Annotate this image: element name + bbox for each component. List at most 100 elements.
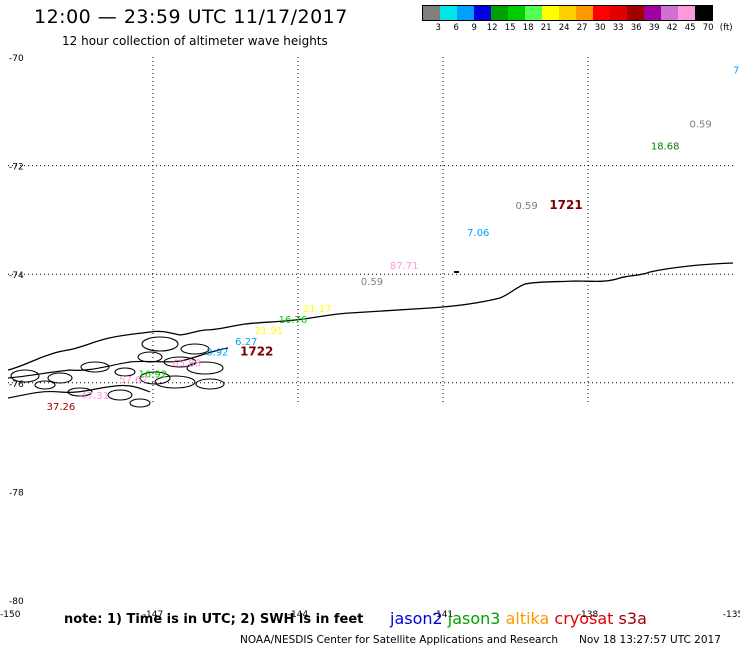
coastline-inner [7, 347, 229, 379]
legend-swatch [576, 6, 593, 20]
page-subtitle: 12 hour collection of altimeter wave hei… [62, 34, 328, 48]
wave-height-label: 21.17 [303, 304, 332, 315]
island [34, 380, 56, 390]
legend-labels: 3 6 9 12 15 18 21 24 27 30 33 36 39 42 45 70 (ft) [422, 21, 732, 33]
island [107, 389, 133, 401]
timestamp-text: Nov 18 13:27:57 UTC 2017 [579, 634, 721, 646]
legend-label: 36 [630, 23, 642, 33]
legend-swatch [661, 6, 678, 20]
wave-height-label: 37.26 [47, 402, 76, 413]
legend-label: 33 [612, 23, 624, 33]
legend-swatch [423, 6, 440, 20]
island [139, 371, 171, 385]
island [180, 343, 210, 355]
island [67, 387, 93, 397]
wave-height-label: 7.06 [467, 228, 489, 239]
latitude-label: -72 [9, 163, 24, 173]
legend-swatch [678, 6, 695, 20]
legend-label: 70 [702, 23, 714, 33]
satellite-s3a: s3a [618, 609, 647, 628]
legend-swatch [440, 6, 457, 20]
longitude-label: -147 [143, 610, 163, 620]
wave-height-label: 1722 [240, 345, 273, 359]
wave-height-label: 16.76 [279, 315, 308, 326]
legend-swatch [508, 6, 525, 20]
island [195, 378, 225, 390]
legend-label: 6 [453, 23, 459, 33]
wave-height-label: 1721 [549, 198, 582, 212]
legend-swatch [695, 6, 712, 20]
wave-height-label: 21.91 [255, 326, 284, 337]
legend-swatch [559, 6, 576, 20]
legend-label: (ft) [719, 23, 733, 33]
coastline [7, 262, 734, 371]
island [163, 356, 197, 368]
legend-swatch [593, 6, 610, 20]
island [141, 336, 179, 352]
wave-height-label: 8.92 [206, 348, 228, 359]
longitude-label: -138 [578, 610, 599, 620]
island [186, 361, 224, 375]
wave-height-label: 87.71 [390, 261, 419, 272]
longitude-label: -141 [433, 610, 453, 620]
legend-label: 15 [504, 23, 516, 33]
small-island [454, 271, 459, 273]
satellite-legend: jason2 jason3 altika cryosat s3a [390, 609, 647, 628]
legend-swatch [491, 6, 508, 20]
wave-height-label: 47.31 [81, 391, 110, 402]
legend-swatch [542, 6, 559, 20]
wave-height-label: 16.92 [139, 369, 168, 380]
island [114, 367, 136, 377]
longitude-label: -135 [723, 610, 740, 620]
legend-swatch [525, 6, 542, 20]
satellite-jason3: jason3 [447, 609, 506, 628]
wave-height-label: 65.88 [172, 359, 201, 370]
satellite-altika: altika [505, 609, 555, 628]
legend-label: 21 [540, 23, 552, 33]
latitude-label: -70 [9, 54, 24, 64]
island [154, 375, 196, 389]
credit-text: NOAA/NESDIS Center for Satellite Applica… [240, 634, 558, 646]
island [129, 398, 151, 408]
legend-swatch [627, 6, 644, 20]
wave-height-label: 6.27 [235, 337, 257, 348]
latitude-label: -76 [9, 380, 24, 390]
color-legend: 3 6 9 12 15 18 21 24 27 30 33 36 39 42 45 70 (ft) [422, 5, 733, 33]
legend-swatch [610, 6, 627, 20]
coastline-inner [7, 384, 151, 399]
latitude-label: -80 [9, 597, 24, 607]
longitude-label: -144 [288, 610, 309, 620]
legend-swatch [644, 6, 661, 20]
legend-label: 27 [576, 23, 588, 33]
legend-label: 3 [435, 23, 441, 33]
units-note: note: 1) Time is in UTC; 2) SWH is in fe… [64, 612, 364, 627]
wave-height-label: 7 [733, 65, 739, 76]
legend-label: 18 [522, 23, 534, 33]
legend-swatch [457, 6, 474, 20]
legend-label: 24 [558, 23, 570, 33]
satellite-jason2: jason2 [390, 609, 448, 628]
legend-label: 45 [684, 23, 696, 33]
legend-label: 30 [594, 23, 606, 33]
legend-label: 9 [471, 23, 477, 33]
island [80, 361, 110, 373]
island [137, 351, 163, 363]
latitude-label: -78 [9, 488, 24, 498]
legend-swatch [474, 6, 491, 20]
island [47, 372, 73, 384]
satellite-cryosat: cryosat [554, 609, 619, 628]
legend-label: 12 [486, 23, 498, 33]
legend-label: 42 [666, 23, 678, 33]
wave-height-label: 18.68 [651, 141, 680, 152]
page-title: 12:00 — 23:59 UTC 11/17/2017 [34, 6, 348, 28]
island [10, 369, 40, 383]
wave-height-label: 0.59 [361, 277, 383, 288]
wave-height-label: 0.59 [516, 201, 538, 212]
wave-height-label: 0.59 [690, 120, 712, 131]
latitude-label: -74 [9, 271, 24, 281]
wave-height-label: 57.67 [119, 375, 148, 386]
legend-swatches [422, 5, 713, 21]
legend-label: 39 [648, 23, 660, 33]
longitude-label: -150 [0, 610, 21, 620]
